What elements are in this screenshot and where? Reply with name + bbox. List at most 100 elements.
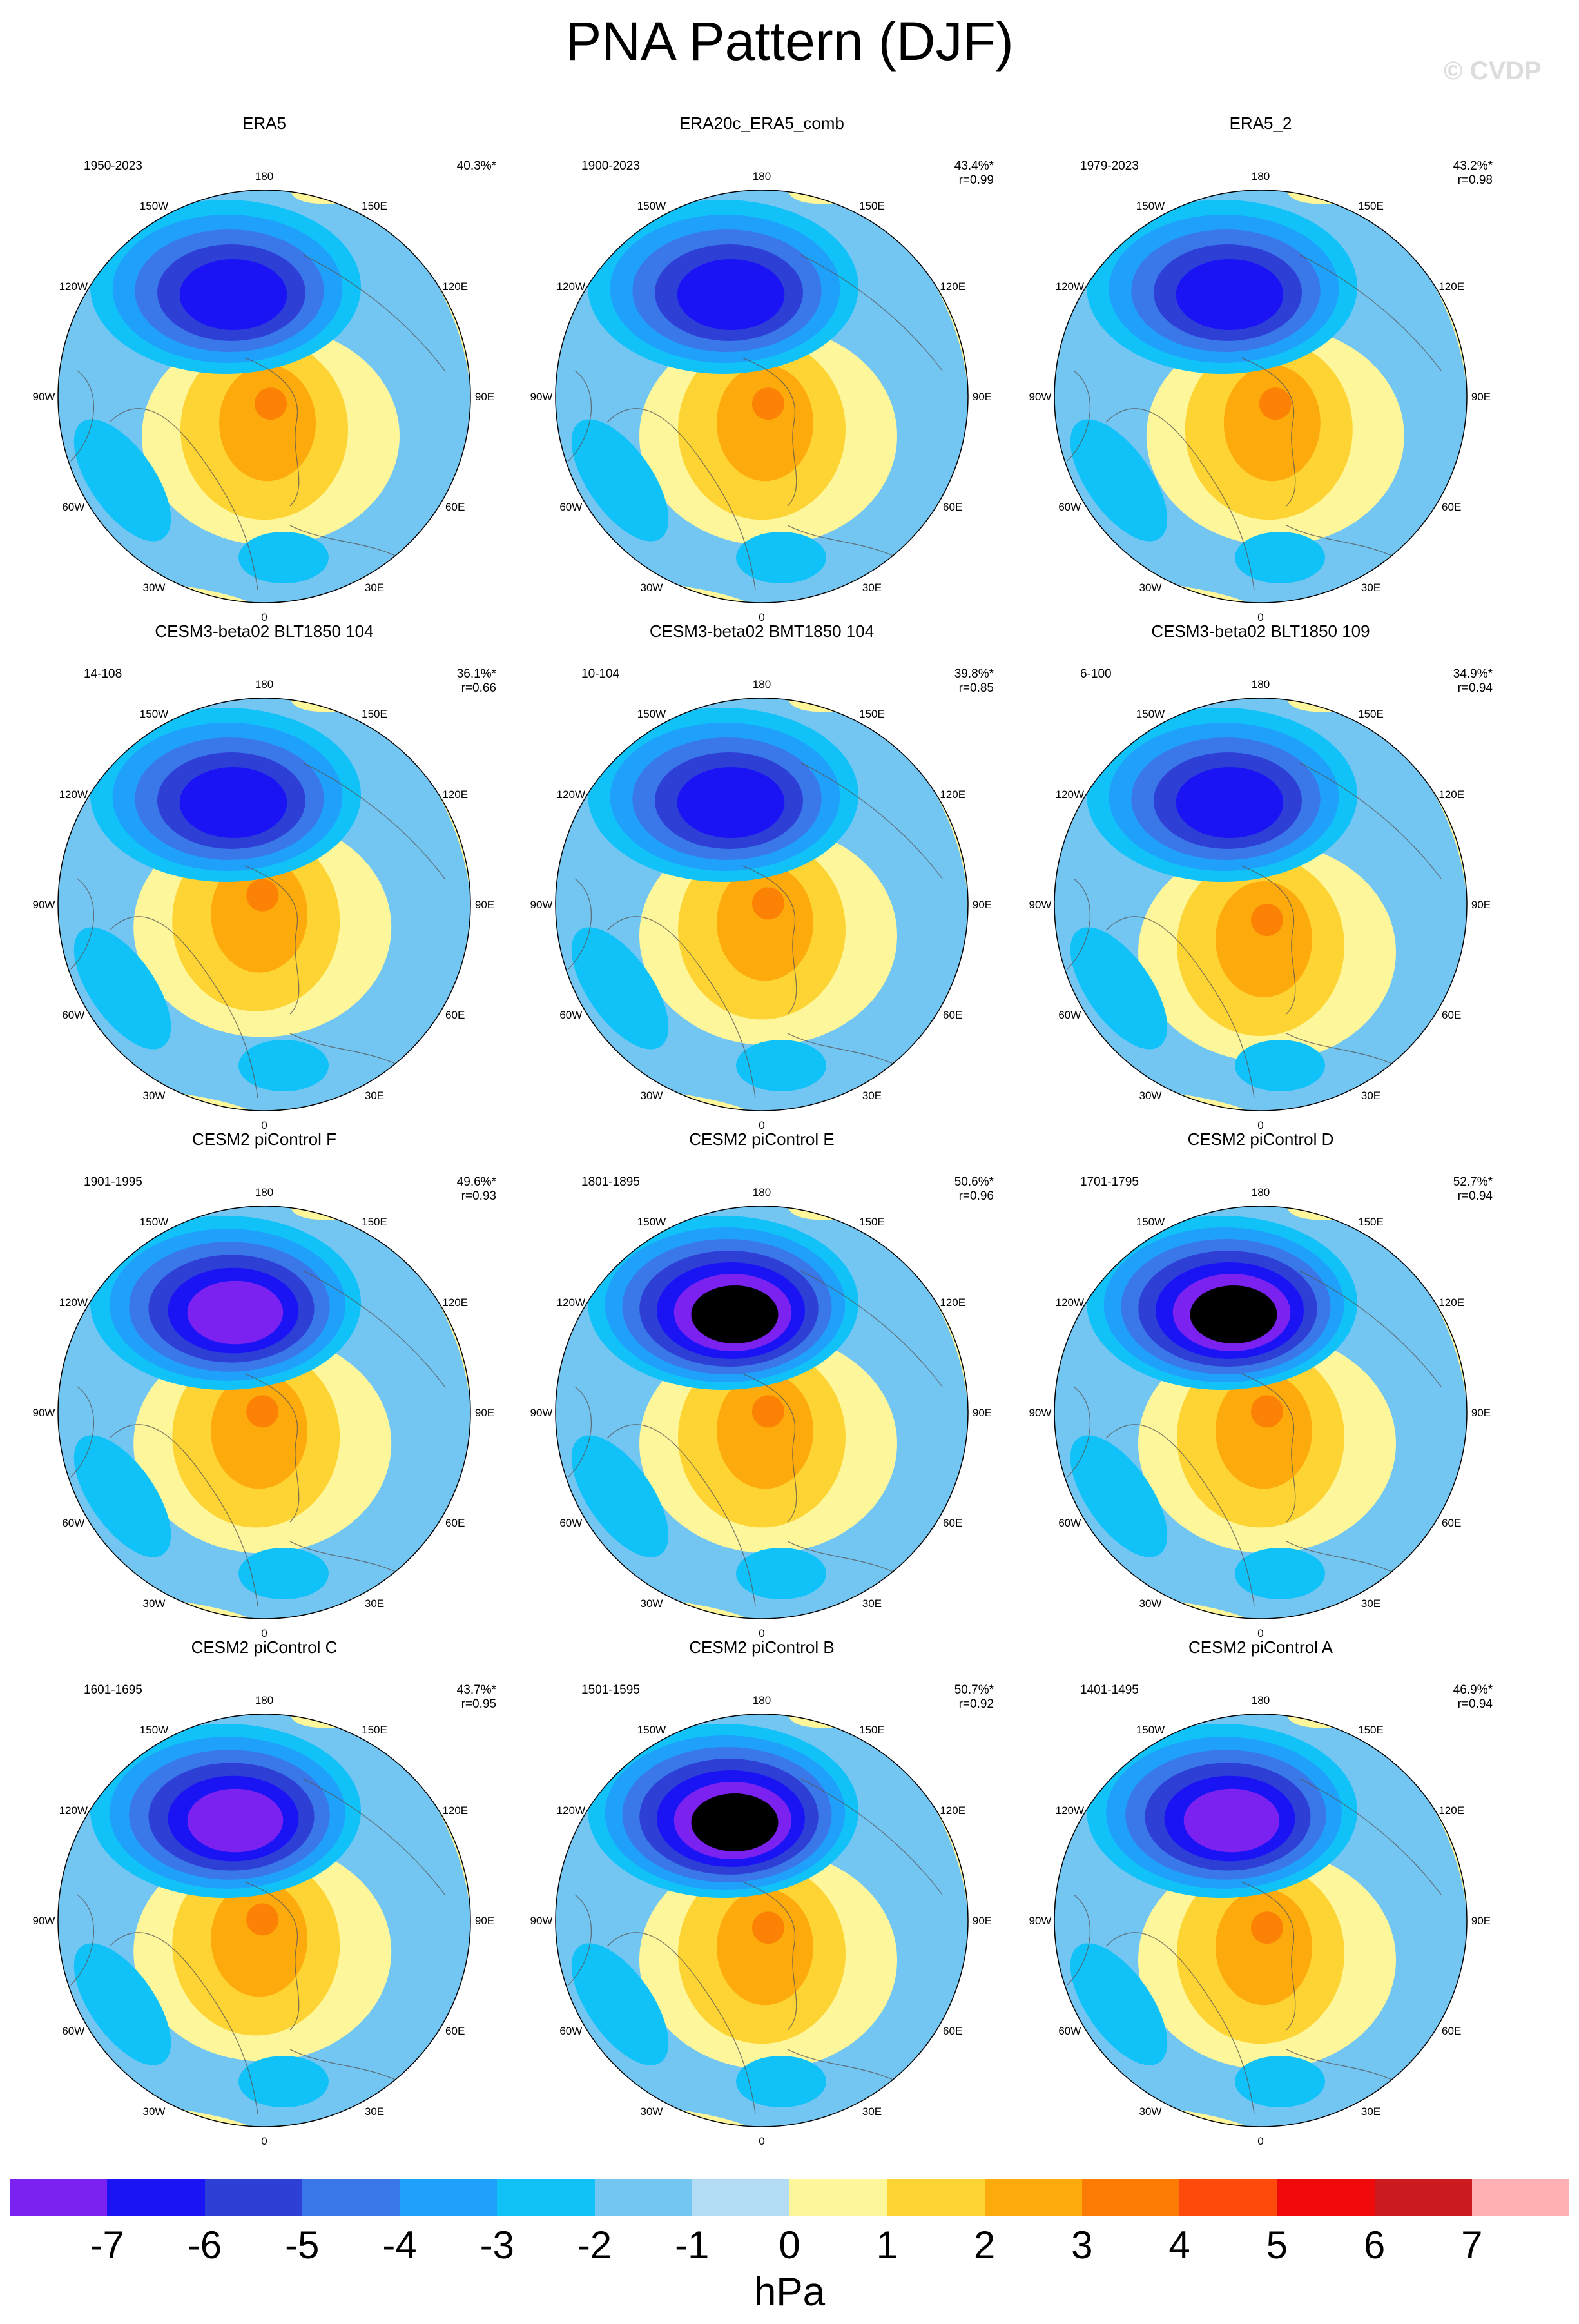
colorbar-tick-label: -1 [675, 2223, 710, 2267]
pattern-correlation: r=0.85 [958, 681, 994, 695]
longitude-label: 30E [862, 581, 882, 594]
longitude-label: 30W [641, 2105, 663, 2118]
pattern-correlation: r=0.99 [958, 173, 994, 187]
longitude-label: 60E [445, 1517, 465, 1529]
panel-period: 14-108 [84, 667, 122, 681]
longitude-label: 120W [557, 788, 585, 801]
pattern-correlation: r=0.94 [1457, 681, 1493, 695]
variance-percent: 46.9%* [1453, 1683, 1493, 1697]
variance-percent: 43.4%* [954, 159, 994, 173]
longitude-label: 60W [62, 1009, 84, 1021]
longitude-label: 60W [62, 1517, 84, 1529]
panel-period: 1801-1895 [581, 1175, 640, 1189]
colorbar-tick-label: -3 [480, 2223, 514, 2267]
longitude-label: 120E [940, 1804, 965, 1817]
cvdp-watermark: © CVDP [1444, 57, 1542, 85]
panel-title: CESM2 piControl A [1188, 1637, 1333, 1657]
map-panel: ERA5_2 1979-2023 43.2%* r=0.98 180 150E 120E 90… [1009, 113, 1512, 623]
longitude-label: 0 [261, 611, 267, 623]
longitude-label: 30W [143, 2105, 166, 2118]
longitude-label: 30W [143, 581, 166, 594]
longitude-label: 60W [1058, 1517, 1081, 1529]
colorbar-box [984, 2179, 1082, 2216]
colorbar-box [204, 2179, 302, 2216]
variance-percent: 43.2%* [1453, 159, 1493, 173]
colorbar-tick-label: -5 [285, 2223, 320, 2267]
longitude-label: 0 [759, 611, 764, 623]
polar-map: 180 150E 120E 90E 60E 30E 0 30W 60W 90W 120W 150W [33, 678, 495, 1131]
longitude-label: 30E [365, 1089, 384, 1102]
panel-title: CESM2 piControl F [192, 1129, 336, 1149]
polar-map: 180 150E 120E 90E 60E 30E 0 30W 60W 90W 120W 150W [530, 1694, 993, 2147]
panel-period: 1501-1595 [581, 1683, 640, 1697]
longitude-label: 180 [753, 170, 771, 182]
longitude-label: 0 [1257, 611, 1263, 623]
panel-variance-explained: 49.6%* r=0.93 [374, 1175, 496, 1204]
colorbar-tick-label: -2 [577, 2223, 612, 2267]
colorbar-tick-label: 0 [779, 2223, 800, 2267]
longitude-label: 150W [140, 708, 168, 720]
longitude-label: 150E [1358, 1724, 1384, 1736]
colorbar-tick-label: 7 [1461, 2223, 1483, 2267]
panel-variance-explained: 43.7%* r=0.95 [374, 1683, 496, 1712]
longitude-label: 150E [362, 708, 387, 720]
colorbar-box [790, 2179, 887, 2216]
longitude-label: 120E [442, 1804, 468, 1817]
panel-period: 1900-2023 [581, 159, 640, 173]
longitude-label: 150W [140, 1724, 168, 1736]
panel-title: CESM2 piControl D [1187, 1129, 1334, 1149]
longitude-label: 0 [759, 2135, 764, 2147]
longitude-label: 90W [1029, 1407, 1052, 1419]
longitude-label: 0 [759, 1119, 764, 1131]
longitude-label: 60E [1442, 501, 1461, 513]
longitude-label: 120E [1439, 280, 1464, 293]
longitude-label: 90W [1029, 391, 1052, 403]
polar-map: 180 150E 120E 90E 60E 30E 0 30W 60W 90W 120W 150W [33, 170, 495, 623]
longitude-label: 30E [1361, 581, 1380, 594]
longitude-label: 90E [475, 391, 494, 403]
map-panel: CESM2 piControl C 1601-1695 43.7%* r=0.95 18… [13, 1637, 516, 2147]
longitude-label: 60E [943, 1517, 962, 1529]
polar-map: 180 150E 120E 90E 60E 30E 0 30W 60W 90W 120W 150W [33, 1694, 495, 2147]
longitude-label: 120E [442, 280, 468, 293]
longitude-label: 90E [475, 899, 494, 911]
panel-title: CESM2 piControl E [689, 1129, 835, 1149]
longitude-label: 90W [1029, 899, 1052, 911]
pattern-correlation: r=0.93 [461, 1189, 496, 1203]
longitude-label: 120E [940, 280, 965, 293]
longitude-label: 150W [637, 708, 666, 720]
longitude-label: 90E [1471, 1407, 1491, 1419]
longitude-label: 0 [759, 1627, 764, 1639]
longitude-label: 180 [255, 1186, 273, 1198]
panel-period: 1401-1495 [1080, 1683, 1139, 1697]
longitude-label: 150W [637, 200, 666, 212]
polar-map: 180 150E 120E 90E 60E 30E 0 30W 60W 90W 120W 150W [33, 1186, 495, 1639]
variance-percent: 36.1%* [456, 667, 496, 681]
panel-variance-explained: 40.3%* [374, 159, 496, 173]
longitude-label: 30W [641, 1597, 663, 1610]
panel-title: CESM2 piControl C [191, 1637, 338, 1657]
longitude-label: 150W [1136, 1724, 1165, 1736]
panel-title: CESM3-beta02 BLT1850 104 [155, 621, 374, 641]
longitude-label: 120W [59, 280, 88, 293]
longitude-label: 60W [559, 501, 582, 513]
variance-percent: 43.7%* [456, 1683, 496, 1697]
longitude-label: 30W [1139, 581, 1162, 594]
longitude-label: 30W [1139, 1089, 1162, 1102]
panel-variance-explained: 46.9%* r=0.94 [1370, 1683, 1493, 1712]
longitude-label: 120W [1056, 788, 1084, 801]
variance-percent: 40.3%* [456, 159, 496, 173]
longitude-label: 90W [1029, 1915, 1052, 1927]
longitude-label: 90E [1471, 1915, 1491, 1927]
longitude-label: 0 [1257, 1119, 1263, 1131]
map-panel: ERA5 1950-2023 40.3%* 180 150E 120E 90E 60E 30E 0… [13, 113, 516, 623]
longitude-label: 120W [59, 788, 88, 801]
longitude-label: 90E [1471, 899, 1491, 911]
longitude-label: 30E [365, 581, 384, 594]
longitude-label: 150W [1136, 1216, 1165, 1228]
pattern-correlation: r=0.92 [958, 1697, 994, 1711]
map-panel: CESM2 piControl B 1501-1595 50.7%* r=0.92 18… [510, 1637, 1013, 2147]
longitude-label: 150E [859, 708, 885, 720]
panel-period: 1950-2023 [84, 159, 142, 173]
longitude-label: 120W [59, 1804, 88, 1817]
